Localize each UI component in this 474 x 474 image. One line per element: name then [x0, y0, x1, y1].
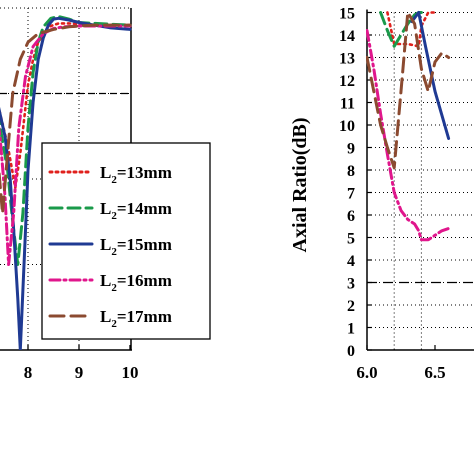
y-tick-label: 10: [339, 118, 355, 135]
x-tick-label: 6.0: [356, 363, 377, 382]
axial-ratio-series-line: [366, 29, 451, 242]
legend-label: L2=16mm: [100, 271, 172, 294]
y-tick-label: 3: [347, 276, 355, 293]
y-tick-label: 1: [347, 321, 355, 338]
s11-series-line: [0, 24, 132, 266]
y-axis-title: Axial Ratio(dB): [289, 118, 311, 253]
y-tick-label: 15: [339, 6, 355, 23]
y-tick-label: 7: [347, 186, 355, 203]
legend-label: L2=15mm: [100, 235, 172, 258]
legend-label: L2=13mm: [100, 163, 172, 186]
y-tick-label: 0: [347, 343, 355, 360]
legend-box: [41, 142, 211, 340]
y-tick-label: 5: [347, 231, 355, 248]
s11-series-line: [0, 22, 132, 189]
legend-label: L2=17mm: [100, 307, 172, 330]
axial-ratio-series-line: [366, 11, 451, 170]
s11-series-line: [0, 23, 132, 215]
x-tick-label: 8: [24, 363, 33, 382]
y-tick-label: 11: [340, 96, 355, 113]
y-tick-label: 14: [339, 28, 355, 45]
y-tick-label: 4: [347, 253, 355, 270]
legend-label: L2=14mm: [100, 199, 172, 222]
x-tick-label: 9: [75, 363, 84, 382]
y-tick-label: 2: [347, 298, 355, 315]
y-tick-label: 6: [347, 208, 355, 225]
axial-ratio-series-line: [410, 11, 451, 140]
x-tick-label: 10: [122, 363, 139, 382]
y-tick-label: 12: [339, 73, 355, 90]
x-tick-label: 6.5: [424, 363, 445, 382]
y-tick-label: 8: [347, 163, 355, 180]
s11-series-line: [0, 15, 132, 266]
y-tick-label: 9: [347, 141, 355, 158]
y-tick-label: 13: [339, 51, 355, 68]
s11-series-line: [0, 16, 132, 350]
chart-legend: L2=13mm L2=14mm L2=15mm L2=16mm L2=17mm: [41, 142, 211, 340]
